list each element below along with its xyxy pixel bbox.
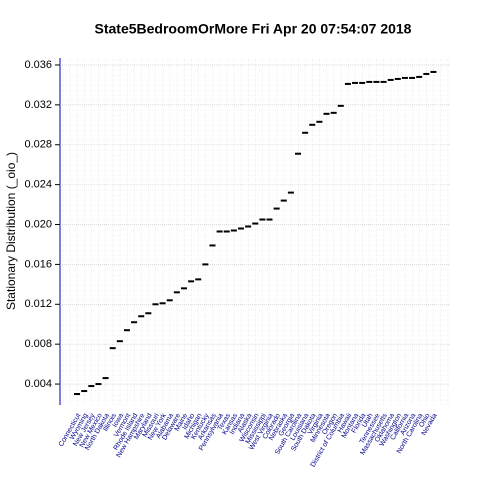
marker: [409, 76, 416, 79]
marker: [166, 299, 173, 302]
marker: [152, 303, 159, 306]
y-axis-label: Stationary Distribution (_oio_): [4, 152, 18, 310]
marker: [337, 104, 344, 107]
marker: [202, 263, 209, 266]
marker: [180, 287, 187, 290]
marker: [252, 222, 259, 225]
marker: [344, 82, 351, 85]
y-tick-label: 0.020: [24, 218, 52, 230]
marker: [81, 390, 88, 393]
y-tick-label: 0.008: [24, 338, 52, 350]
marker: [302, 131, 309, 134]
y-tick-label: 0.012: [24, 298, 52, 310]
marker: [352, 81, 359, 84]
marker: [316, 120, 323, 123]
marker: [145, 312, 152, 315]
y-tick-label: 0.032: [24, 99, 52, 111]
marker: [173, 291, 180, 294]
marker: [74, 393, 81, 396]
marker: [109, 347, 116, 350]
chart-title: State5BedroomOrMore Fri Apr 20 07:54:07 …: [95, 21, 412, 37]
marker: [123, 329, 130, 332]
y-tick-label: 0.004: [24, 378, 52, 390]
marker: [287, 191, 294, 194]
marker: [95, 383, 102, 386]
marker: [216, 230, 223, 233]
marker: [373, 80, 380, 83]
marker: [223, 230, 230, 233]
marker: [387, 78, 394, 81]
marker: [266, 218, 273, 221]
marker: [380, 80, 387, 83]
marker: [295, 152, 302, 155]
marker: [188, 280, 195, 283]
grid-pattern: [60, 58, 450, 405]
marker: [309, 123, 316, 126]
y-tick-label: 0.024: [24, 179, 52, 191]
marker: [416, 75, 423, 78]
marker: [138, 315, 145, 318]
marker: [230, 229, 237, 232]
marker: [209, 244, 216, 247]
marker: [280, 199, 287, 202]
y-tick-label: 0.016: [24, 258, 52, 270]
marker: [401, 76, 408, 79]
marker: [237, 227, 244, 230]
marker: [359, 81, 366, 84]
marker: [159, 302, 166, 305]
marker: [330, 111, 337, 114]
marker: [323, 112, 330, 115]
marker: [259, 218, 266, 221]
marker: [430, 70, 437, 73]
marker: [116, 340, 123, 343]
marker: [88, 385, 95, 388]
marker: [273, 207, 280, 210]
marker: [366, 80, 373, 83]
marker: [423, 72, 430, 75]
marker: [245, 225, 252, 228]
marker: [102, 377, 109, 380]
y-tick-label: 0.036: [24, 59, 52, 71]
marker: [394, 77, 401, 80]
y-tick-label: 0.028: [24, 139, 52, 151]
marker: [131, 321, 138, 324]
marker: [195, 278, 202, 281]
